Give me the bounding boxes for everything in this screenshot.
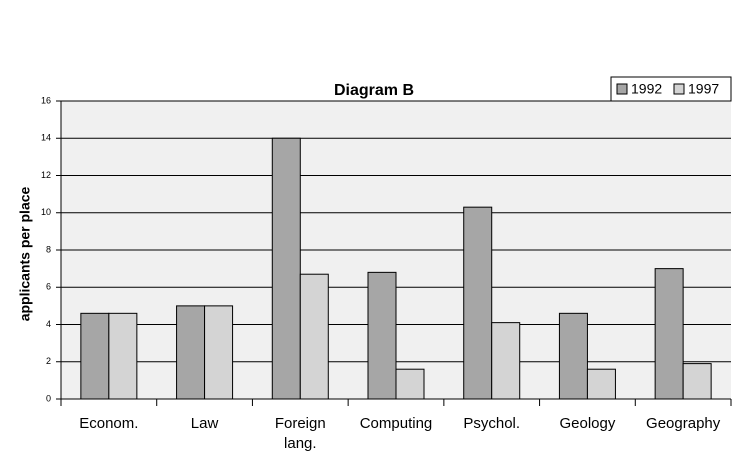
bar (367, 271, 397, 400)
y-tick-label: 16 (41, 95, 51, 105)
x-tick-label: Law (190, 415, 219, 432)
y-tick-label: 0 (46, 393, 51, 403)
bar (558, 312, 588, 400)
bar (108, 312, 138, 400)
bar (395, 368, 425, 400)
bar (271, 137, 301, 400)
bar (204, 305, 234, 400)
y-tick-label: 6 (46, 282, 51, 292)
x-tick-label: Psychol. (463, 415, 521, 432)
legend-swatch (673, 83, 685, 95)
x-tick-label: Computing (359, 415, 433, 432)
bar (463, 206, 493, 400)
y-tick-label: 8 (46, 244, 51, 254)
legend-label: 1992 (631, 81, 662, 97)
y-tick-label: 10 (41, 207, 51, 217)
legend-label: 1997 (688, 81, 719, 97)
bar (80, 312, 110, 400)
bar (176, 305, 206, 400)
chart-title: Diagram B (334, 82, 414, 99)
bar (682, 363, 712, 400)
y-tick-label: 12 (41, 170, 51, 180)
legend-swatch (616, 83, 628, 95)
y-tick-label: 2 (46, 356, 51, 366)
y-tick-label: 14 (41, 133, 51, 143)
bar (654, 268, 684, 400)
y-axis-label: applicants per place (17, 186, 33, 321)
bar (491, 322, 521, 400)
legend-box (610, 76, 732, 102)
x-tick-label: Geology (559, 415, 616, 432)
x-tick-label: Geography (646, 415, 721, 432)
x-tick-label: Econom. (79, 415, 139, 432)
bar (586, 368, 616, 400)
y-tick-label: 4 (46, 319, 51, 329)
x-tick-label: Foreign lang. (274, 415, 326, 452)
bar (299, 273, 329, 400)
